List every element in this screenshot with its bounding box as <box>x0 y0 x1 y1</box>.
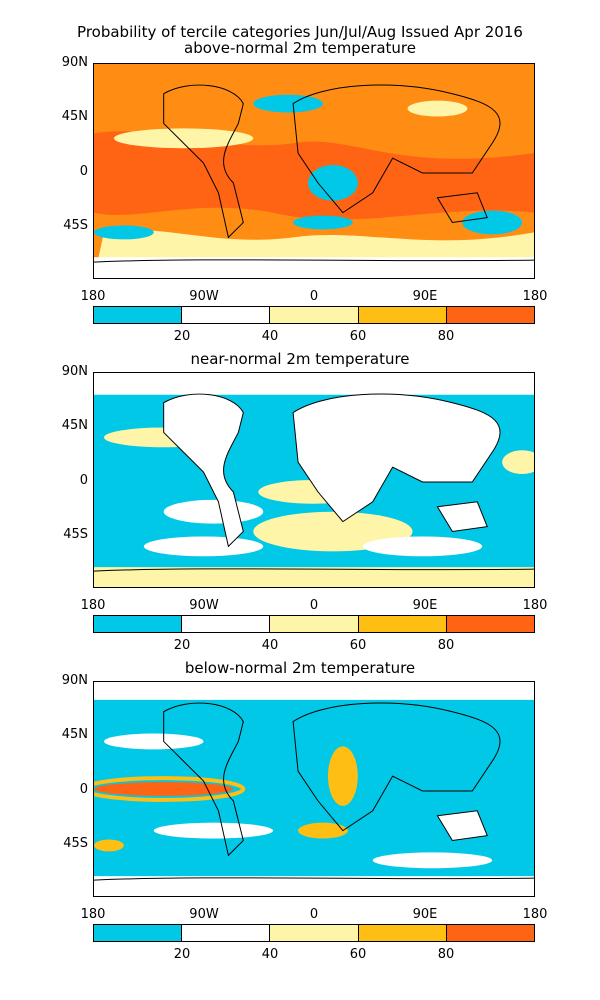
lon-label-180w: 180 <box>80 289 106 304</box>
colorbar-segment <box>270 616 359 632</box>
map-below-svg <box>94 682 534 896</box>
lat-label-90n: 90N <box>61 364 88 379</box>
colorbar-segment <box>358 307 447 323</box>
colorbar-tick-80: 80 <box>437 947 455 962</box>
lon-label-90e: 90E <box>412 289 438 304</box>
lon-label-90e: 90E <box>412 907 438 922</box>
map-panel-below <box>93 681 535 897</box>
lat-label-45n: 45N <box>61 727 88 742</box>
colorbar-near <box>93 615 535 633</box>
colorbar-segment <box>270 307 359 323</box>
colorbar-segment <box>94 307 183 323</box>
colorbar-segment <box>94 616 183 632</box>
colorbar-tick-40: 40 <box>261 638 279 653</box>
colorbar-segment <box>446 616 535 632</box>
lon-label-90w: 90W <box>189 598 219 613</box>
colorbar-above <box>93 306 535 324</box>
lon-label-90w: 90W <box>189 289 219 304</box>
colorbar-tick-20: 20 <box>173 329 191 344</box>
colorbar-tick-60: 60 <box>349 947 367 962</box>
map-panel-above <box>93 63 535 279</box>
colorbar-tick-60: 60 <box>349 329 367 344</box>
lat-label-90n: 90N <box>61 55 88 70</box>
lat-label-0: 0 <box>79 164 88 179</box>
colorbar-segment <box>446 925 535 941</box>
lat-label-45s: 45S <box>63 836 88 851</box>
panel2-title: near-normal 2m temperature <box>190 350 410 368</box>
lat-label-45s: 45S <box>63 527 88 542</box>
lat-label-0: 0 <box>79 782 88 797</box>
lat-label-45s: 45S <box>63 218 88 233</box>
lon-label-90w: 90W <box>189 907 219 922</box>
lon-label-180e: 180 <box>522 907 548 922</box>
lon-label-90e: 90E <box>412 598 438 613</box>
panel3-title: below-normal 2m temperature <box>184 659 416 677</box>
colorbar-segment <box>446 307 535 323</box>
colorbar-below <box>93 924 535 942</box>
lat-label-45n: 45N <box>61 109 88 124</box>
map-above-svg <box>94 64 534 278</box>
colorbar-segment <box>182 925 271 941</box>
colorbar-segment <box>94 925 183 941</box>
lat-label-0: 0 <box>79 473 88 488</box>
panel1-title: above-normal 2m temperature <box>184 39 416 57</box>
lon-label-180w: 180 <box>80 907 106 922</box>
colorbar-tick-60: 60 <box>349 638 367 653</box>
main-title: Probability of tercile categories Jun/Ju… <box>77 23 523 41</box>
lon-label-180e: 180 <box>522 598 548 613</box>
lat-label-45n: 45N <box>61 418 88 433</box>
lat-label-90n: 90N <box>61 673 88 688</box>
colorbar-tick-20: 20 <box>173 947 191 962</box>
colorbar-tick-80: 80 <box>437 329 455 344</box>
colorbar-tick-80: 80 <box>437 638 455 653</box>
colorbar-tick-20: 20 <box>173 638 191 653</box>
map-near-svg <box>94 373 534 587</box>
colorbar-tick-40: 40 <box>261 947 279 962</box>
lon-label-180e: 180 <box>522 289 548 304</box>
colorbar-segment <box>182 307 271 323</box>
colorbar-tick-40: 40 <box>261 329 279 344</box>
lon-label-0: 0 <box>309 289 319 304</box>
colorbar-segment <box>358 925 447 941</box>
map-panel-near <box>93 372 535 588</box>
colorbar-segment <box>182 616 271 632</box>
colorbar-segment <box>270 925 359 941</box>
lon-label-0: 0 <box>309 598 319 613</box>
colorbar-segment <box>358 616 447 632</box>
lon-label-0: 0 <box>309 907 319 922</box>
lon-label-180w: 180 <box>80 598 106 613</box>
